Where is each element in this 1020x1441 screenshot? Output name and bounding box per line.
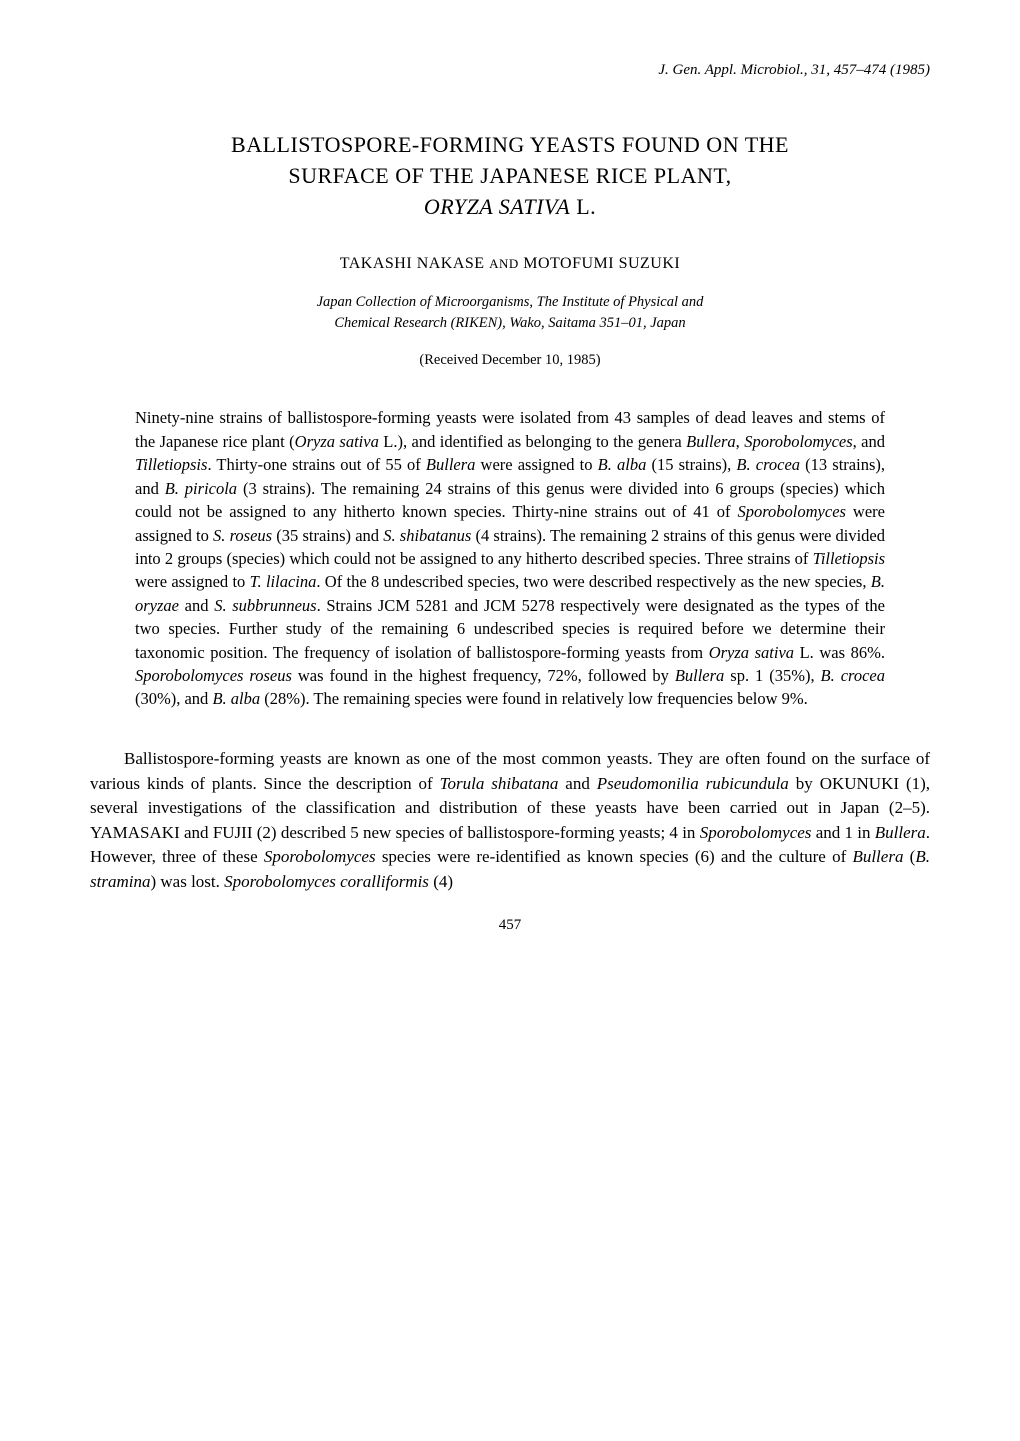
affiliation: Japan Collection of Microorganisms, The … bbox=[90, 292, 930, 333]
journal-reference: J. Gen. Appl. Microbiol., 31, 457–474 (1… bbox=[90, 60, 930, 80]
authors: TAKASHI NAKASE AND MOTOFUMI SUZUKI bbox=[90, 253, 930, 275]
received-date: (Received December 10, 1985) bbox=[90, 351, 930, 371]
body-text: Ballistospore-forming yeasts are known a… bbox=[90, 747, 930, 895]
title-species: ORYZA SATIVA bbox=[424, 194, 570, 219]
title-after-species: L. bbox=[570, 194, 596, 219]
affiliation-line-2: Chemical Research (RIKEN), Wako, Saitama… bbox=[334, 315, 685, 331]
title-line-1: BALLISTOSPORE-FORMING YEASTS FOUND ON TH… bbox=[231, 132, 789, 157]
affiliation-line-1: Japan Collection of Microorganisms, The … bbox=[317, 294, 704, 310]
body-paragraph-1: Ballistospore-forming yeasts are known a… bbox=[90, 747, 930, 895]
authors-text: TAKASHI NAKASE AND MOTOFUMI SUZUKI bbox=[340, 255, 681, 272]
abstract: Ninety-nine strains of ballistospore-for… bbox=[135, 406, 885, 710]
paper-title: BALLISTOSPORE-FORMING YEASTS FOUND ON TH… bbox=[90, 130, 930, 222]
title-line-2: SURFACE OF THE JAPANESE RICE PLANT, bbox=[288, 163, 731, 188]
page-number: 457 bbox=[90, 915, 930, 935]
